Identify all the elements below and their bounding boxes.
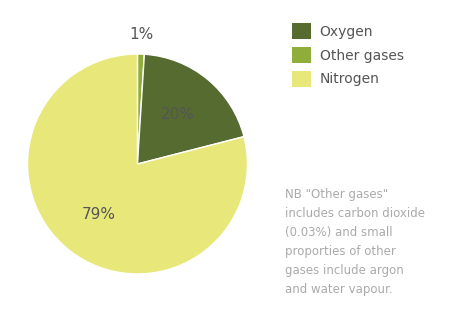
Wedge shape (27, 54, 247, 274)
Text: 1%: 1% (129, 27, 154, 42)
Text: 79%: 79% (82, 207, 115, 222)
Text: 20%: 20% (161, 107, 195, 122)
Text: NB "Other gases"
includes carbon dioxide
(0.03%) and small
proporties of other
g: NB "Other gases" includes carbon dioxide… (285, 188, 425, 296)
Wedge shape (137, 54, 145, 164)
Wedge shape (137, 54, 244, 164)
Legend: Oxygen, Other gases, Nitrogen: Oxygen, Other gases, Nitrogen (292, 23, 403, 87)
